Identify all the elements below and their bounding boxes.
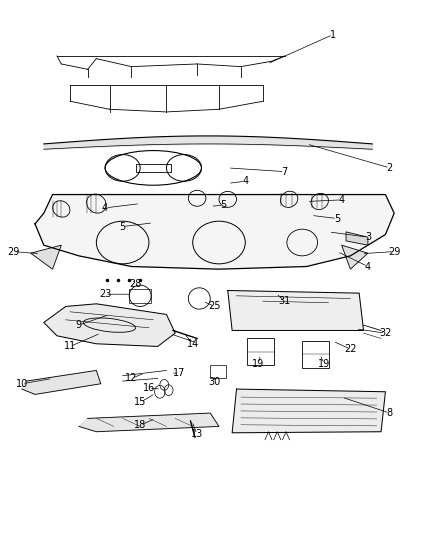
Text: 13: 13 (191, 430, 203, 439)
Text: 5: 5 (120, 222, 126, 231)
Text: 19: 19 (252, 359, 265, 368)
Text: 29: 29 (388, 247, 400, 256)
Bar (136, 164, 171, 172)
Text: 32: 32 (379, 328, 392, 338)
Text: 4: 4 (242, 176, 248, 186)
Text: 10: 10 (16, 379, 28, 389)
Text: 8: 8 (387, 408, 393, 418)
Text: 11: 11 (64, 342, 76, 351)
Text: 1: 1 (330, 30, 336, 39)
Text: 3: 3 (365, 232, 371, 242)
Bar (210, 365, 226, 378)
Text: 29: 29 (7, 247, 19, 256)
Text: 4: 4 (339, 195, 345, 205)
Polygon shape (232, 389, 385, 433)
Polygon shape (228, 290, 364, 330)
Text: 14: 14 (187, 339, 199, 349)
Bar (129, 289, 151, 303)
Text: 18: 18 (134, 421, 146, 430)
Text: 2: 2 (387, 163, 393, 173)
Text: 5: 5 (334, 214, 340, 223)
Text: 9: 9 (76, 320, 82, 330)
Bar (247, 338, 274, 365)
Text: 12: 12 (125, 374, 138, 383)
Polygon shape (79, 413, 219, 432)
Text: 22: 22 (344, 344, 357, 354)
Polygon shape (22, 370, 101, 394)
Polygon shape (342, 245, 368, 269)
Text: 15: 15 (134, 398, 146, 407)
Text: 5: 5 (220, 200, 226, 210)
Bar (302, 341, 328, 368)
Text: 25: 25 (208, 302, 221, 311)
Text: 7: 7 (282, 167, 288, 176)
Text: 31: 31 (279, 296, 291, 306)
Text: 4: 4 (102, 203, 108, 213)
Text: 28: 28 (130, 279, 142, 288)
Text: 30: 30 (208, 377, 221, 387)
Polygon shape (31, 245, 61, 269)
Polygon shape (346, 232, 368, 245)
Text: 16: 16 (143, 383, 155, 393)
Polygon shape (44, 304, 175, 346)
Polygon shape (35, 195, 394, 269)
Text: 4: 4 (365, 262, 371, 271)
Text: 17: 17 (173, 368, 186, 378)
Text: 23: 23 (99, 289, 111, 299)
Text: 19: 19 (318, 359, 330, 368)
